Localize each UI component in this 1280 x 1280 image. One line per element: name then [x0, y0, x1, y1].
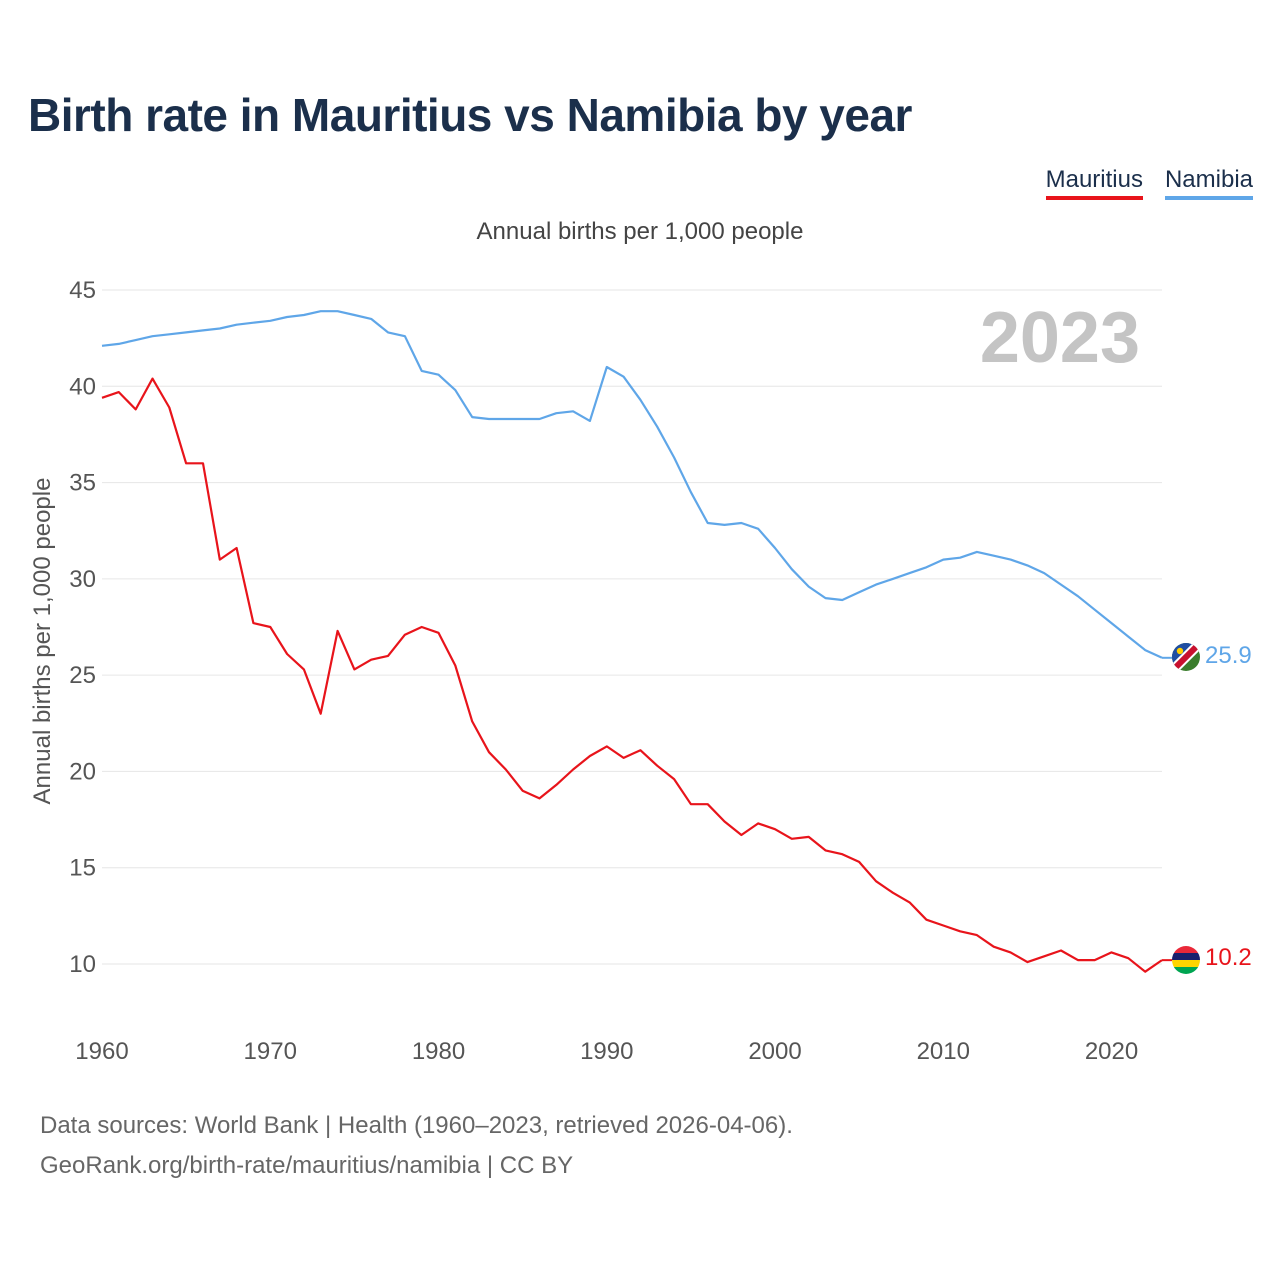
y-tick-label: 25	[69, 662, 96, 689]
mauritius-flag-icon	[1172, 946, 1200, 974]
year-label: 2023	[980, 298, 1140, 378]
chart-title: Birth rate in Mauritius vs Namibia by ye…	[28, 89, 912, 141]
y-tick-label: 15	[69, 855, 96, 882]
series-line-namibia	[101, 310, 1163, 659]
legend: Mauritius Namibia	[1045, 166, 1253, 200]
y-tick-label: 40	[69, 373, 96, 400]
footer: Data sources: World Bank | Health (1960–…	[40, 1106, 793, 1186]
y-axis-label: Annual births per 1,000 people	[29, 478, 56, 805]
y-tick-label: 30	[69, 566, 96, 593]
x-tick-label: 2020	[1085, 1038, 1138, 1065]
mauritius-end-value: 10.2	[1205, 944, 1252, 971]
y-tick-label: 35	[69, 470, 96, 497]
series-line-mauritius	[101, 377, 1163, 973]
legend-item-mauritius[interactable]: Mauritius	[1045, 166, 1143, 200]
footer-link[interactable]: GeoRank.org/birth-rate/mauritius/namibia…	[40, 1152, 574, 1179]
x-tick-label: 1960	[75, 1038, 128, 1065]
x-tick-label: 2000	[748, 1038, 801, 1065]
footer-sources: Data sources: World Bank | Health (1960–…	[40, 1112, 793, 1139]
y-tick-label: 20	[69, 758, 96, 785]
x-tick-label: 1980	[412, 1038, 465, 1065]
namibia-flag-icon	[1172, 643, 1200, 671]
legend-item-namibia[interactable]: Namibia	[1164, 166, 1253, 200]
x-tick-label: 2010	[917, 1038, 970, 1065]
chart-subtitle: Annual births per 1,000 people	[476, 218, 804, 245]
namibia-end-value: 25.9	[1205, 642, 1252, 669]
y-tick-label: 45	[69, 277, 96, 304]
x-tick-label: 1970	[244, 1038, 297, 1065]
y-tick-label: 10	[69, 951, 96, 978]
x-tick-label: 1990	[580, 1038, 633, 1065]
